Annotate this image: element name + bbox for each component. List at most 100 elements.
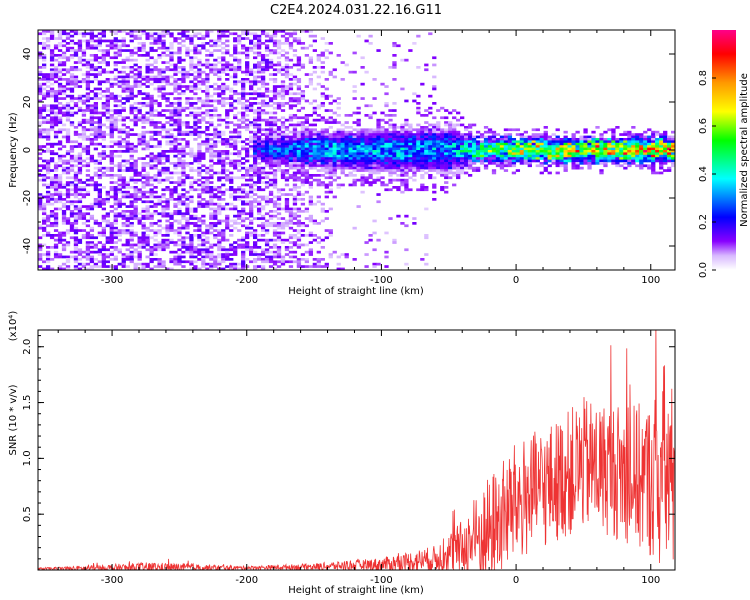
spectrogram-cell [396, 147, 401, 151]
spectrogram-cell [233, 253, 238, 256]
spectrogram-cell [161, 128, 166, 132]
spectrogram-cell [463, 147, 469, 151]
spectrogram-cell [237, 51, 242, 55]
spectrogram-cell [121, 37, 126, 40]
spectrogram-cell [89, 54, 95, 57]
spectrogram-cell [320, 118, 325, 122]
spectrogram-cell [268, 200, 274, 204]
spectrogram-cell [408, 49, 413, 52]
spectrogram-cell [205, 32, 210, 36]
spectrogram-cell [81, 94, 87, 98]
spectrogram-cell [137, 80, 142, 84]
spectrogram-cell [105, 198, 110, 201]
spectrogram-cell [165, 246, 170, 249]
spectrogram-cell [177, 85, 182, 88]
spectrogram-cell [256, 116, 262, 120]
spectrogram-cell [229, 248, 234, 252]
spectrogram-cell [45, 135, 51, 139]
spectrogram-cell [181, 169, 186, 172]
spectrogram-cell [189, 214, 194, 218]
spectrogram-cell [125, 85, 130, 88]
spectrogram-cell [300, 222, 306, 225]
spectrogram-cell [41, 159, 47, 163]
spectrogram-cell [260, 226, 266, 230]
spectrogram-cell [296, 265, 302, 268]
spectrogram-cell [392, 241, 397, 244]
spectrogram-cell [372, 162, 377, 165]
spectrogram-cell [380, 145, 385, 148]
spectrogram-cell [300, 94, 306, 98]
spectrogram-cell [189, 49, 194, 52]
spectrogram-cell [221, 152, 226, 156]
spectrogram-cell [424, 162, 429, 165]
spectrogram-cell [38, 200, 43, 204]
spectrogram-cell [185, 243, 190, 247]
spectrogram-cell [420, 142, 425, 146]
spectrogram-cell [288, 152, 294, 156]
spectrogram-cell [161, 68, 166, 72]
spectrogram-cell [368, 42, 373, 45]
spectrogram-cell [360, 169, 365, 172]
spectrogram-cell [225, 207, 230, 211]
spectrogram-cell [213, 255, 218, 259]
spectrogram-cell [61, 159, 67, 163]
spectrogram-cell [444, 181, 449, 184]
spectrogram-cell [177, 171, 182, 175]
spectrogram-cell [392, 102, 397, 105]
spectrogram-cell [452, 174, 457, 177]
spectrogram-cell [57, 61, 63, 64]
spectrogram-cell [308, 82, 314, 86]
spectrogram-cell [213, 128, 218, 132]
spectrogram-cell [165, 238, 170, 242]
spectrogram-cell [57, 186, 63, 189]
spectrogram-cell [308, 202, 314, 206]
spectrogram-cell [165, 186, 170, 189]
spectrogram-cell [157, 133, 162, 136]
spectrogram-cell [444, 138, 449, 141]
spectrogram-cell [77, 58, 83, 62]
spectrogram-cell [125, 238, 130, 242]
spectrogram-cell [209, 68, 214, 72]
spectrogram-cell [241, 250, 246, 254]
spectrogram-cell [268, 159, 274, 163]
spectrogram-cell [197, 200, 202, 204]
spectrogram-cell [292, 135, 298, 139]
spectrogram-cell [256, 109, 262, 112]
spectrogram-cell [424, 188, 429, 192]
spectrogram-cell [57, 140, 63, 144]
spectrogram-cell [352, 138, 357, 141]
spectrogram-cell [296, 229, 302, 232]
spectrogram-cell [97, 97, 102, 100]
spectrogram-cell [125, 145, 130, 148]
spectrogram-cell [38, 66, 43, 69]
spectrogram-cell [201, 265, 206, 268]
spectrogram-cell [133, 205, 138, 208]
spectrogram-cell [73, 80, 79, 84]
spectrogram-cell [205, 114, 210, 117]
spectrogram-cell [57, 159, 63, 163]
spectrogram-cell [300, 178, 306, 182]
spectrogram-cell [133, 207, 138, 211]
spectrogram-cell [38, 114, 43, 117]
spectrogram-cell [312, 138, 317, 141]
spectrogram-cell [41, 92, 47, 96]
spectrogram-cell [61, 255, 67, 259]
spectrogram-cell [117, 70, 122, 74]
spectrogram-cell [272, 267, 278, 270]
spectrogram-cell [268, 130, 274, 134]
spectrogram-cell [157, 140, 162, 144]
spectrogram-cell [113, 123, 118, 127]
spectrogram-cell [217, 231, 222, 235]
spectrogram-cell [137, 135, 142, 139]
spectrogram-cell [169, 188, 174, 192]
spectrogram-cell [185, 250, 190, 254]
spectrogram-cell [316, 169, 321, 172]
spectrogram-cell [225, 111, 230, 115]
spectrogram-cell [197, 118, 202, 122]
spectrogram-cell [137, 142, 142, 146]
spectrogram-cell [169, 111, 174, 115]
spectrogram-cell [45, 250, 51, 254]
spectrogram-cell [97, 265, 102, 268]
spectrogram-cell [260, 260, 266, 264]
spectrogram-cell [396, 138, 401, 141]
